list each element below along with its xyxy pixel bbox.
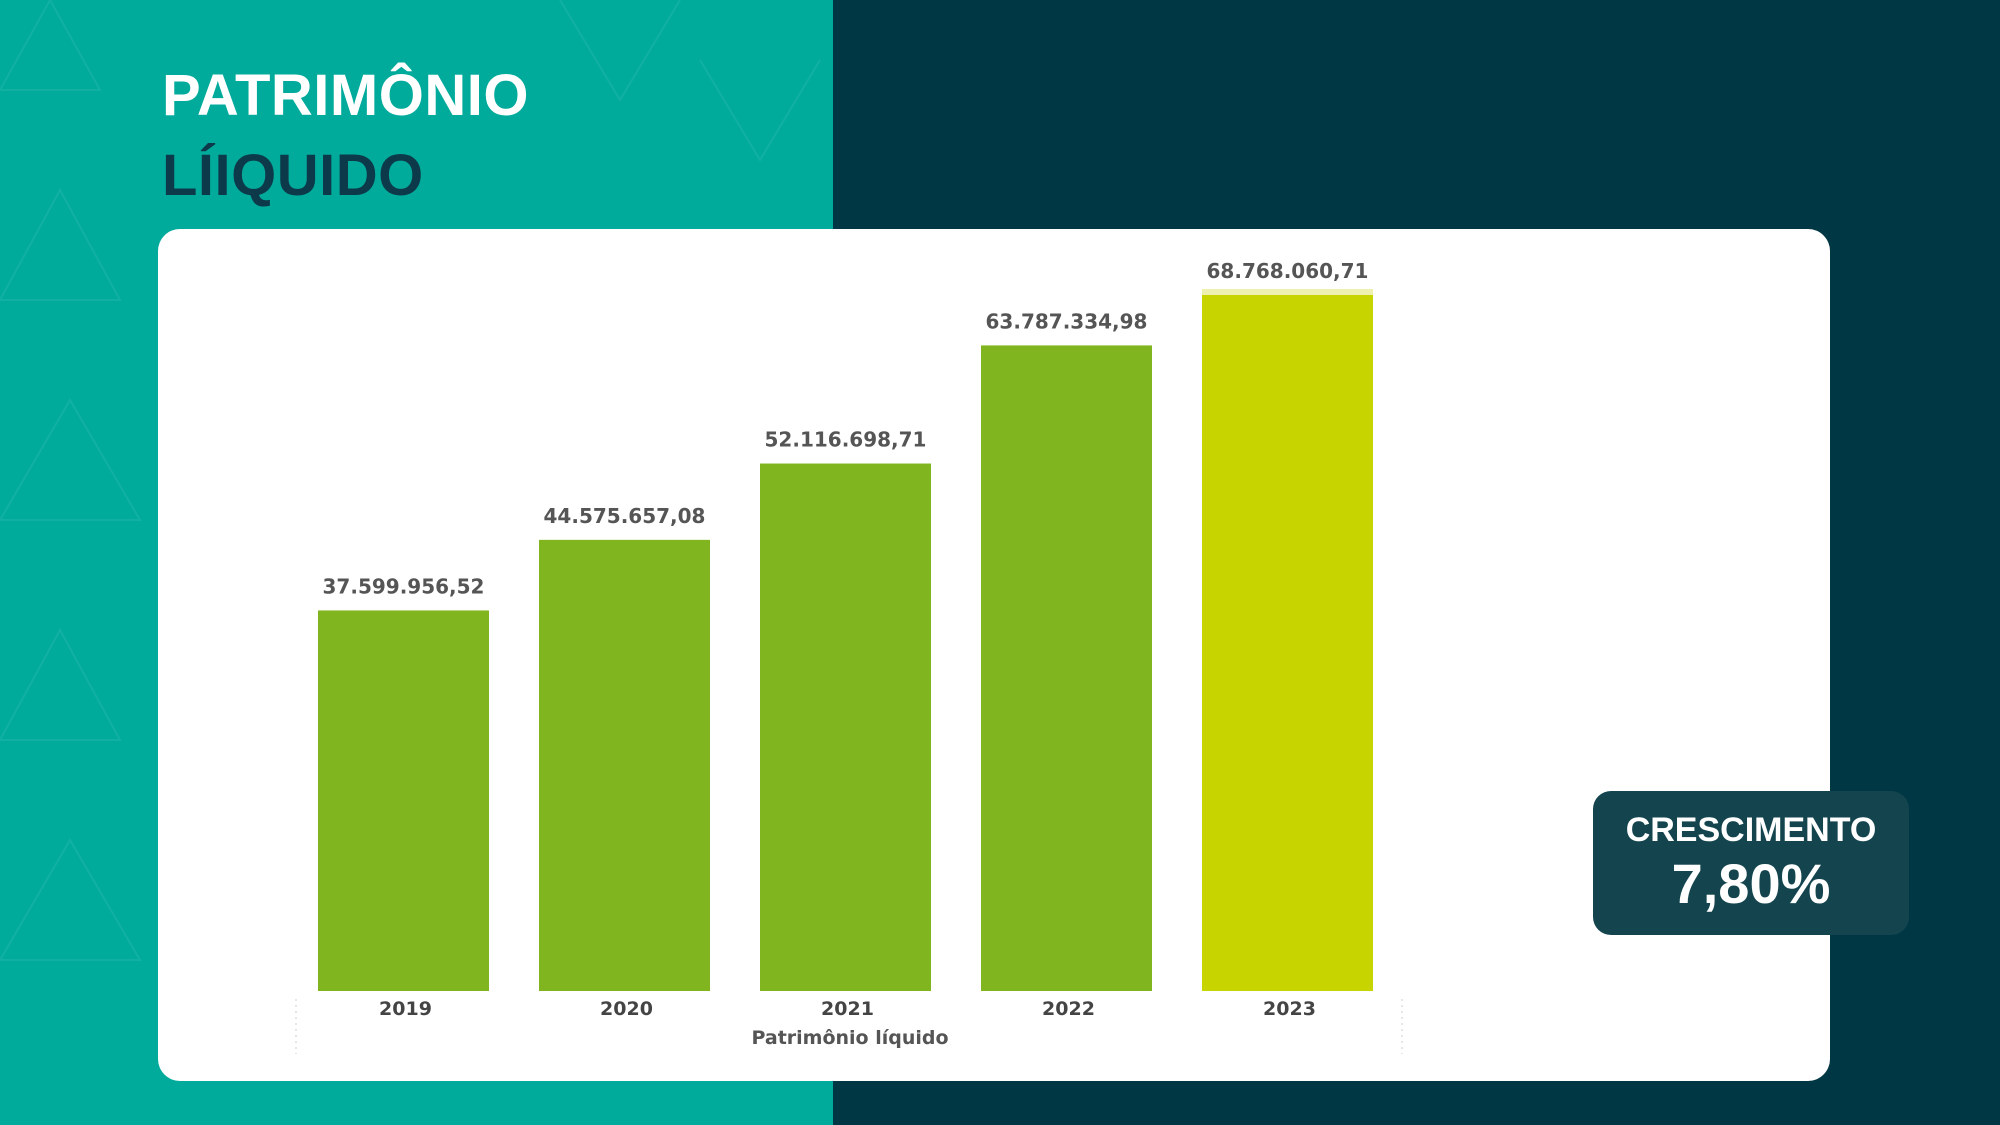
bar-2020 bbox=[539, 539, 710, 991]
bar-2023 bbox=[1202, 295, 1373, 991]
bar-2019 bbox=[318, 610, 489, 991]
data-label-2020: 44.575.657,08 bbox=[544, 504, 706, 528]
chart-card: 37.599.956,52 2019 44.575.657,08 2020 52.116… bbox=[158, 229, 1909, 1081]
growth-badge: CRESCIMENTO 7,80% bbox=[1593, 791, 1909, 935]
data-label-2022: 63.787.334,98 bbox=[986, 309, 1148, 333]
bar-2022 bbox=[981, 345, 1152, 992]
data-label-2021: 52.116.698,71 bbox=[765, 428, 927, 452]
x-tick-label-2021: 2021 bbox=[821, 998, 874, 1020]
x-tick-label-2022: 2022 bbox=[1042, 998, 1095, 1020]
growth-label: CRESCIMENTO bbox=[1625, 811, 1877, 849]
bar-highlight-band bbox=[1202, 289, 1373, 295]
x-tick-label-2019: 2019 bbox=[379, 998, 432, 1020]
x-tick-label-2023: 2023 bbox=[1263, 998, 1316, 1020]
x-tick-label-2020: 2020 bbox=[600, 998, 653, 1020]
growth-value: 7,80% bbox=[1671, 852, 1831, 915]
bar-2021 bbox=[760, 463, 931, 991]
slide-title-line-1: PATRIMÔNIO bbox=[162, 63, 529, 128]
background-triangle-pattern bbox=[0, 0, 821, 961]
x-axis-title: Patrimônio líquido bbox=[751, 1027, 948, 1049]
data-label-2023: 68.768.060,71 bbox=[1207, 259, 1369, 283]
bar-chart: 37.599.956,52 2019 44.575.657,08 2020 52.116… bbox=[295, 259, 1403, 1054]
slide-title-line-2: LÍIQUIDO bbox=[162, 143, 424, 208]
data-label-2019: 37.599.956,52 bbox=[323, 574, 485, 598]
